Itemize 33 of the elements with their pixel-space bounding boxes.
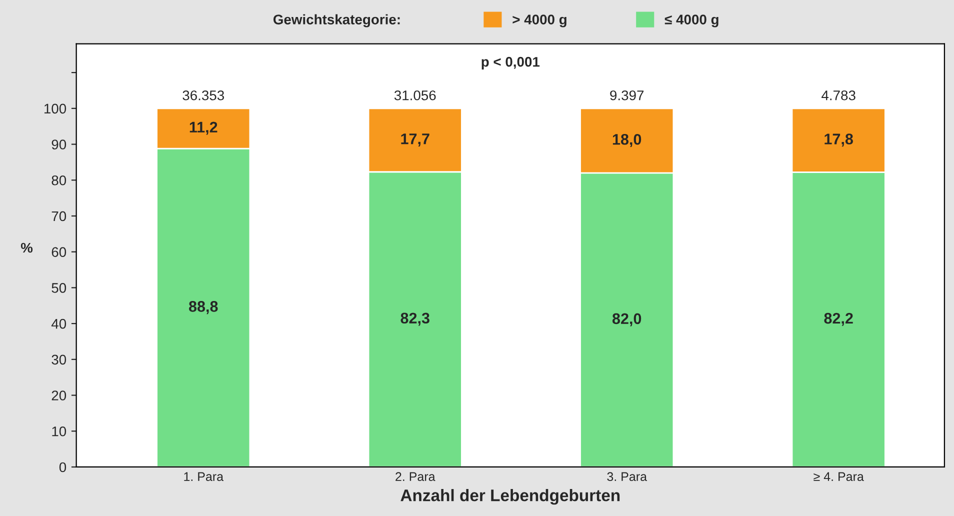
annotation: 31.056 <box>394 90 436 100</box>
y-tick-label: 90 <box>52 140 66 150</box>
data-label: 88,8 <box>188 301 218 314</box>
y-axis-title: % <box>20 242 33 253</box>
y-tick-label: 80 <box>52 175 66 186</box>
legend-label: > 4000 g <box>512 14 566 28</box>
annotation: 4.783 <box>822 90 856 100</box>
y-tick-label: 30 <box>52 354 66 365</box>
x-tick-label: 1. Para <box>184 472 224 482</box>
y-tick-label: 40 <box>51 318 66 329</box>
data-label: 17,7 <box>401 134 430 146</box>
y-tick-label: 20 <box>52 390 66 400</box>
x-tick-label: ≥ 4. Para <box>814 472 864 482</box>
x-tick-label: 2. Para <box>396 472 436 482</box>
annotation: p < 0,001 <box>482 56 540 70</box>
data-label: 82,2 <box>824 312 853 326</box>
y-tick-label: 50 <box>52 283 66 293</box>
x-axis-title: Anzahl der Lebendgeburten <box>400 489 620 505</box>
legend-label: ≤ 4000 g <box>664 14 718 28</box>
annotation: 36.353 <box>182 90 224 100</box>
y-tick-label: 100 <box>44 104 66 114</box>
x-tick-label: 3. Para <box>607 472 647 482</box>
data-label: 82,3 <box>400 312 430 326</box>
data-label: 18,0 <box>612 134 642 147</box>
y-tick-label: 60 <box>52 247 66 258</box>
data-label: 17,8 <box>824 134 853 147</box>
data-label: 82,0 <box>612 313 642 326</box>
annotation: 9.397 <box>610 90 644 100</box>
data-label: 11,2 <box>190 122 218 135</box>
legend-title: Gewichtskategorie: <box>273 14 400 28</box>
y-tick-label: 70 <box>52 211 66 222</box>
y-tick-label: 0 <box>59 462 66 472</box>
y-tick-label: 10 <box>52 426 66 436</box>
